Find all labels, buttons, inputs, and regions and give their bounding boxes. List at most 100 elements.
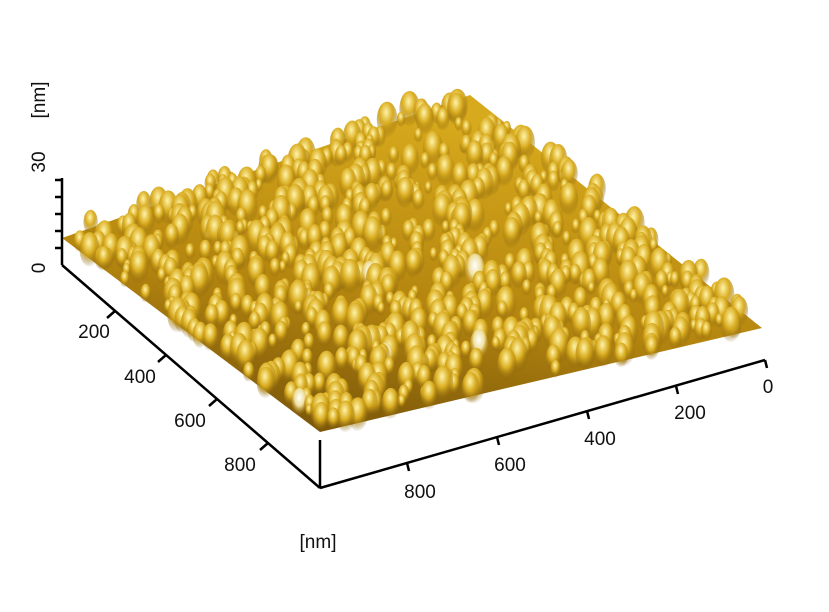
surface-bump [243,361,255,382]
z-ticks [55,178,62,250]
surface-bump [312,372,326,396]
surface-bump [301,348,313,368]
surface-bump [334,347,349,372]
surface-bump [629,288,638,304]
surface-bump [202,323,219,352]
surface-bump [316,321,333,348]
surface-bump [185,243,195,261]
tick [495,436,501,446]
surface-bump [429,247,438,262]
surface-bump [550,359,561,379]
surface-bump [661,284,669,299]
surface-bump [559,182,579,216]
right-tick-label: 600 [494,455,526,476]
surface-bump [466,140,484,171]
surface-bump [388,146,399,165]
surface-bump [521,279,532,296]
surface-bump [668,326,682,350]
surface-bump [414,127,423,143]
left-axis [61,264,321,489]
surface-bump [720,306,742,343]
surface-bump [332,324,350,354]
surface-bump [562,230,572,247]
tick [763,359,769,369]
surface-bump [83,209,98,235]
surface-bump [381,387,400,420]
surface-bump [198,239,212,263]
right-tick-label: 0 [763,377,774,398]
surface-bump [461,372,480,404]
left-tick-label: 200 [78,322,110,343]
surface-bump [157,267,167,284]
surface-bump [120,270,130,288]
surface-bump [427,163,438,182]
tick [259,442,269,451]
surface-bump [461,119,472,138]
surface-bump [420,380,438,410]
surface-bump [496,300,508,320]
surface-bump [669,271,680,289]
surface-bump [339,258,361,295]
surface-bump [575,338,595,371]
surface-bump [153,203,165,225]
surface-bump [248,311,261,332]
left-tick-label: 800 [224,455,256,476]
surface-bump [362,216,383,253]
tick [585,410,591,420]
surface-bump [491,336,501,352]
surface-bump [594,335,613,368]
surface-bump [547,170,560,192]
surface-bump [278,260,287,274]
right-axis [319,358,766,490]
tick [208,398,218,407]
surface-bump [164,223,180,249]
left-ticks [106,310,269,451]
surface-bump [269,257,281,278]
right-tick-label: 800 [404,482,436,503]
surface-bump [412,189,425,211]
surface-bump [396,111,406,128]
surface-bump [385,162,397,182]
surface-bump [303,332,315,353]
surface-bump [291,387,308,416]
surface-bump [420,152,430,170]
z-unit: [nm] [29,82,50,119]
surface-bump [229,292,242,314]
z-tick-label: 0 [29,263,50,274]
surface-bump [326,407,341,431]
surface-bump [568,263,582,286]
surface-bump [140,283,152,303]
surface-bump [424,181,433,195]
surface-bump [334,144,348,167]
surface-bump [454,117,463,132]
z-tick-label: 30 [29,151,50,172]
left-tick-label: 600 [174,411,206,432]
surface-bump [552,220,563,240]
surface-bump [294,300,303,315]
right-tick-label: 400 [584,429,616,450]
surface-bump [700,321,712,341]
right-ticks [405,359,769,472]
surface-bump [468,347,484,374]
tick [674,385,680,395]
surface-bump [336,400,355,433]
surface-bump [533,211,543,226]
surface-bump [405,248,422,279]
right-tick-label: 200 [674,403,706,424]
surface-bump [380,207,392,228]
surface-bump [256,366,275,399]
surface-bump [129,250,149,285]
surface-bump [380,180,394,202]
surface-bump [587,281,596,296]
tick [405,462,411,472]
surface-bump [510,261,528,290]
surface-bump [614,342,629,368]
tick [157,354,167,363]
surface-bump [267,333,278,350]
surface-bump [502,216,521,249]
surface-bump [274,320,289,345]
surface-bump [447,92,467,126]
surface-bump [571,218,581,235]
